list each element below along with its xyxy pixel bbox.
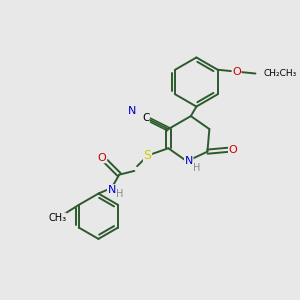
Text: N: N <box>107 185 116 195</box>
Text: O: O <box>232 67 241 76</box>
Text: O: O <box>229 145 237 155</box>
Text: N: N <box>184 156 193 166</box>
Text: C: C <box>142 113 149 123</box>
Text: S: S <box>143 149 152 162</box>
Text: CH₃: CH₃ <box>48 213 66 223</box>
Text: O: O <box>98 153 106 163</box>
Text: N: N <box>128 106 136 116</box>
Text: H: H <box>116 189 124 199</box>
Text: H: H <box>193 163 200 173</box>
Text: CH₂CH₃: CH₂CH₃ <box>264 69 297 78</box>
